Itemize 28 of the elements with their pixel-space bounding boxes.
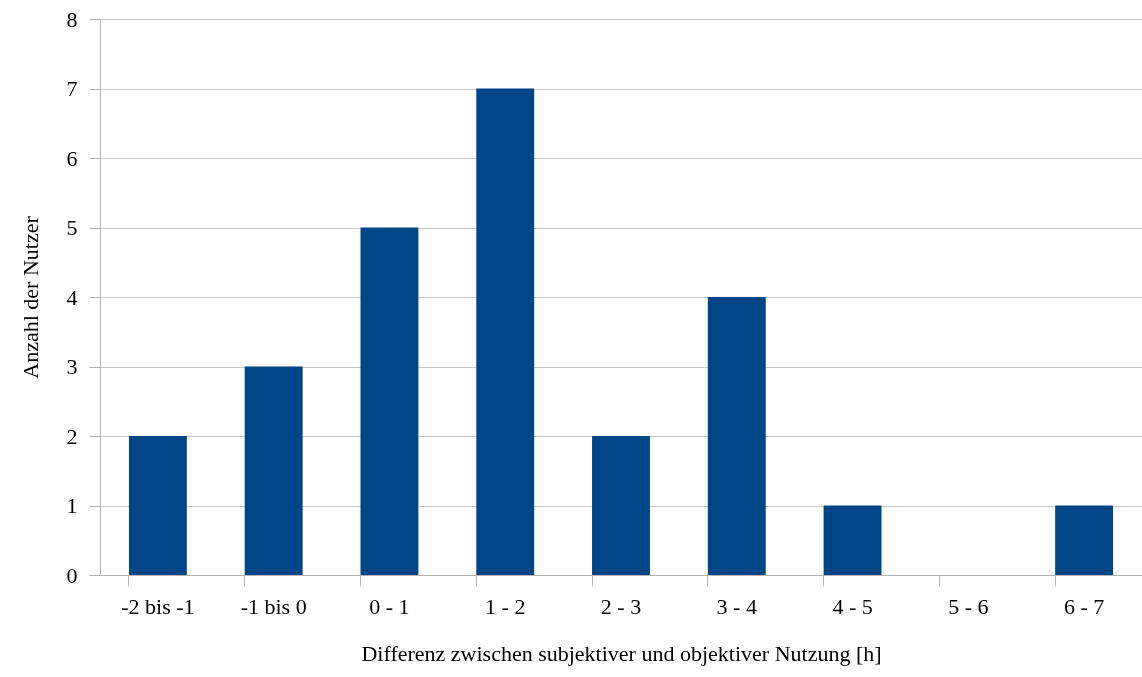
bar <box>592 436 650 575</box>
x-tick-label: 0 - 1 <box>369 593 410 619</box>
y-axis-title: Anzahl der Nutzer <box>17 215 43 379</box>
x-tick-label: 6 - 7 <box>1063 593 1105 619</box>
y-tick-label: 1 <box>66 493 78 518</box>
y-tick-label: 7 <box>66 76 78 101</box>
y-tick-label: 0 <box>66 562 78 588</box>
y-tick-label: 6 <box>66 145 78 171</box>
y-tick-label: 8 <box>66 6 78 32</box>
bar <box>476 88 535 575</box>
x-tick-label: -2 bis -1 <box>121 593 195 619</box>
bar <box>1055 505 1114 575</box>
x-axis-title: Differenz zwischen subjektiver und objektiver Nutzung [h] <box>361 640 882 666</box>
x-tick-label: -1 bis 0 <box>240 593 307 619</box>
y-tick-label: 2 <box>66 423 78 449</box>
x-tick-label: 4 - 5 <box>832 593 873 619</box>
x-tick-label: 2 - 3 <box>600 593 642 619</box>
x-tick-label: 3 - 4 <box>716 593 757 619</box>
bar <box>244 366 303 575</box>
bar <box>360 227 419 575</box>
x-tick-label: 5 - 6 <box>948 593 989 619</box>
y-tick-label: 4 <box>66 284 78 310</box>
y-tick-label: 3 <box>66 354 78 379</box>
bar <box>707 297 766 575</box>
bar <box>823 505 882 575</box>
bar <box>128 436 187 575</box>
y-tick-label: 5 <box>66 215 78 240</box>
x-tick-label: 1 - 2 <box>485 593 526 619</box>
